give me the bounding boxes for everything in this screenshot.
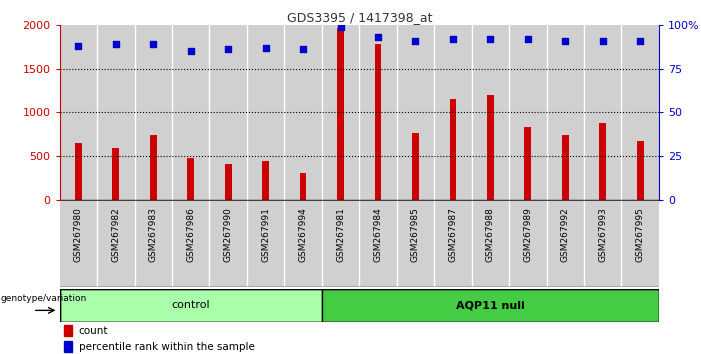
Bar <box>472 25 509 200</box>
Bar <box>584 200 622 287</box>
Text: GSM267986: GSM267986 <box>186 207 195 262</box>
Text: count: count <box>79 326 108 336</box>
Bar <box>64 341 72 353</box>
Bar <box>322 25 359 200</box>
Bar <box>150 135 156 200</box>
Bar <box>262 161 269 200</box>
Text: control: control <box>171 300 210 310</box>
Bar <box>524 127 531 200</box>
Point <box>372 34 383 40</box>
Bar <box>247 25 285 200</box>
Bar <box>172 200 210 287</box>
Bar <box>210 200 247 287</box>
Point <box>260 45 271 50</box>
Text: GSM267981: GSM267981 <box>336 207 345 262</box>
Bar <box>337 28 344 200</box>
Point <box>335 24 346 29</box>
Bar <box>64 325 72 336</box>
Text: GSM267990: GSM267990 <box>224 207 233 262</box>
Bar <box>322 289 659 322</box>
Bar <box>397 25 434 200</box>
Bar <box>509 200 547 287</box>
Bar <box>509 25 547 200</box>
Bar <box>599 123 606 200</box>
Point <box>634 38 646 44</box>
Bar <box>622 25 659 200</box>
Text: GSM267992: GSM267992 <box>561 207 570 262</box>
Bar <box>210 25 247 200</box>
Text: GSM267985: GSM267985 <box>411 207 420 262</box>
Point <box>597 38 608 44</box>
Text: GSM267983: GSM267983 <box>149 207 158 262</box>
Bar <box>225 164 231 200</box>
Point <box>485 36 496 42</box>
Point <box>522 36 533 42</box>
Bar <box>434 200 472 287</box>
Bar <box>285 200 322 287</box>
Text: GSM267980: GSM267980 <box>74 207 83 262</box>
Bar <box>547 25 584 200</box>
Bar <box>135 200 172 287</box>
Bar <box>637 141 644 200</box>
Point <box>110 41 121 47</box>
Bar <box>584 25 622 200</box>
Text: GSM267988: GSM267988 <box>486 207 495 262</box>
Title: GDS3395 / 1417398_at: GDS3395 / 1417398_at <box>287 11 432 24</box>
Text: GSM267989: GSM267989 <box>524 207 532 262</box>
Bar <box>97 200 135 287</box>
Point <box>559 38 571 44</box>
Bar <box>135 25 172 200</box>
Text: GSM267994: GSM267994 <box>299 207 308 262</box>
Text: percentile rank within the sample: percentile rank within the sample <box>79 342 254 352</box>
Text: GSM267984: GSM267984 <box>374 207 383 262</box>
Bar <box>75 143 82 200</box>
Bar <box>97 25 135 200</box>
Bar <box>434 25 472 200</box>
Bar <box>547 200 584 287</box>
Text: GSM267982: GSM267982 <box>111 207 121 262</box>
Bar <box>487 95 494 200</box>
Text: AQP11 null: AQP11 null <box>456 300 525 310</box>
Point <box>148 41 159 47</box>
Point <box>447 36 458 42</box>
Bar <box>622 200 659 287</box>
Text: GSM267991: GSM267991 <box>261 207 270 262</box>
Text: GSM267987: GSM267987 <box>449 207 458 262</box>
Bar <box>449 99 456 200</box>
Bar <box>247 200 285 287</box>
Point <box>297 46 308 52</box>
Point <box>410 38 421 44</box>
Bar <box>359 200 397 287</box>
Bar <box>60 200 97 287</box>
Bar <box>172 25 210 200</box>
Bar <box>112 148 119 200</box>
Bar <box>397 200 434 287</box>
Bar <box>60 25 97 200</box>
Bar <box>285 25 322 200</box>
Point <box>185 48 196 54</box>
Bar <box>60 289 322 322</box>
Point <box>73 43 84 48</box>
Text: GSM267995: GSM267995 <box>636 207 645 262</box>
Bar <box>322 200 359 287</box>
Bar <box>187 158 194 200</box>
Point <box>222 46 233 52</box>
Bar <box>412 132 418 200</box>
Text: genotype/variation: genotype/variation <box>1 294 87 303</box>
Bar <box>359 25 397 200</box>
Bar <box>300 173 306 200</box>
Text: GSM267993: GSM267993 <box>598 207 607 262</box>
Bar <box>374 44 381 200</box>
Bar <box>472 200 509 287</box>
Bar <box>562 135 569 200</box>
